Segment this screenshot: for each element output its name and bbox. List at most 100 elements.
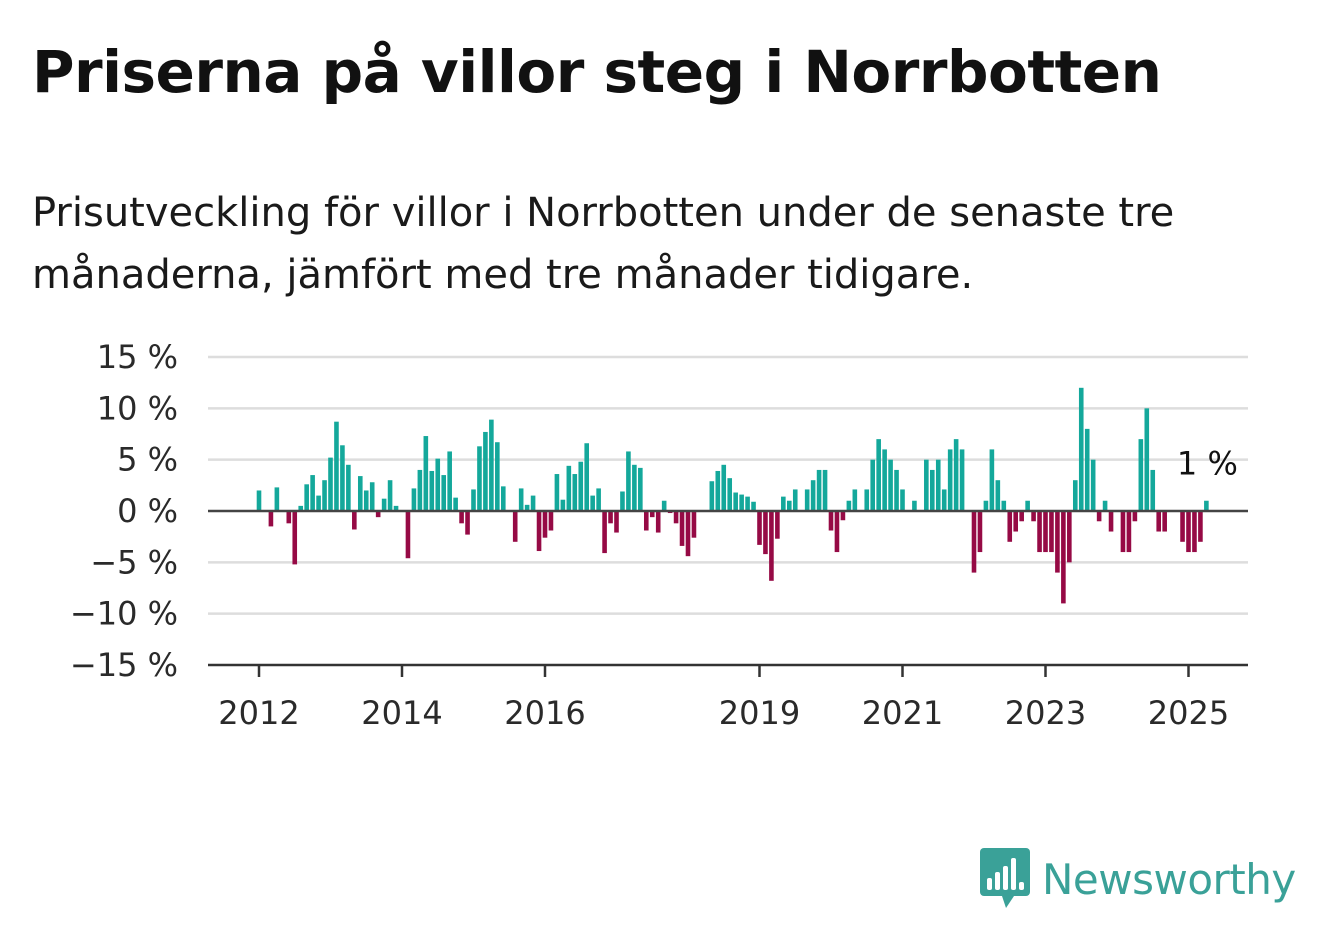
bar	[548, 511, 554, 531]
bar	[268, 511, 274, 527]
bar	[602, 511, 607, 554]
bar	[1090, 459, 1096, 511]
bar	[1025, 500, 1030, 511]
bar	[590, 495, 595, 511]
bar	[1061, 511, 1066, 604]
x-tick-label: 2023	[1005, 694, 1086, 732]
newsworthy-logo: Newsworthy	[980, 848, 1296, 910]
bar	[1186, 511, 1191, 553]
axis-labels: 15 % 10 % 5 % 0 % −5 % −10 % −15 % 2012 2014 2016…	[70, 338, 1229, 732]
bar	[489, 419, 494, 511]
bar	[846, 500, 852, 511]
bar	[751, 501, 756, 511]
bar	[655, 511, 661, 533]
bar	[1096, 511, 1102, 522]
y-tick-label: 0 %	[117, 492, 178, 530]
bar	[673, 511, 679, 524]
bar	[1150, 469, 1156, 511]
x-tick-label: 2012	[218, 694, 299, 732]
last-value-annotation: 1 %	[1177, 445, 1238, 483]
bar	[977, 511, 983, 553]
bar	[1138, 439, 1144, 511]
bar	[620, 491, 625, 511]
axes	[208, 509, 1248, 677]
bar	[1067, 511, 1072, 563]
y-tick-label: 10 %	[97, 389, 178, 427]
bar	[929, 469, 935, 511]
bar	[691, 511, 697, 538]
bar	[614, 511, 619, 533]
bar	[745, 496, 750, 511]
bar	[578, 461, 584, 511]
bar	[769, 511, 774, 581]
y-tick-label: −15 %	[70, 646, 178, 684]
bar	[1084, 428, 1090, 511]
chart-subtitle: Prisutveckling för villor i Norrbotten u…	[32, 190, 1175, 298]
bars	[256, 387, 1209, 604]
bar	[1144, 408, 1150, 511]
bar	[596, 488, 601, 511]
bar	[781, 496, 786, 511]
bar	[334, 421, 339, 511]
newsworthy-logo-icon	[980, 848, 1030, 908]
bar	[1072, 480, 1078, 511]
bar	[757, 511, 762, 545]
bar	[512, 511, 518, 542]
bar	[840, 511, 846, 521]
bar	[828, 511, 834, 531]
bar	[477, 446, 482, 511]
bar	[304, 484, 309, 511]
chart-title: Priserna på villor steg i Norrbotten	[32, 38, 1162, 106]
bar	[530, 495, 536, 511]
bar	[1180, 511, 1185, 542]
bar	[983, 500, 989, 511]
bar	[1198, 511, 1203, 542]
bar	[661, 500, 667, 511]
bar	[626, 451, 631, 511]
bar	[1007, 511, 1013, 542]
bar	[495, 442, 500, 511]
bar	[357, 476, 363, 511]
y-tick-label: 5 %	[117, 441, 178, 479]
bar	[429, 470, 435, 511]
bar	[882, 449, 887, 511]
bar	[1013, 511, 1019, 532]
bar	[1055, 511, 1060, 573]
bar	[822, 469, 828, 511]
bar	[381, 498, 387, 511]
bar	[441, 475, 447, 511]
bar	[459, 511, 464, 524]
bar	[727, 478, 733, 511]
bar	[775, 511, 780, 539]
bar	[1126, 511, 1132, 553]
bar	[912, 500, 917, 511]
bar	[1037, 511, 1042, 553]
bar	[649, 511, 655, 518]
bar	[518, 488, 524, 511]
y-tick-label: −10 %	[70, 595, 178, 633]
bar	[554, 474, 560, 511]
bar	[804, 489, 810, 511]
bar	[632, 464, 637, 511]
bar	[542, 511, 548, 538]
bar	[274, 487, 280, 511]
bar	[417, 469, 423, 511]
bar	[816, 469, 822, 511]
bar	[465, 511, 470, 535]
x-tick-label: 2016	[504, 694, 585, 732]
bar	[1078, 387, 1084, 511]
bar	[947, 449, 953, 511]
bar	[876, 439, 881, 511]
bar	[888, 459, 893, 511]
bar	[1001, 500, 1007, 511]
y-tick-label: −5 %	[90, 543, 178, 581]
bar	[483, 431, 488, 511]
bar	[679, 511, 685, 546]
bar	[834, 511, 840, 553]
bar	[852, 489, 858, 511]
bar	[685, 511, 691, 557]
bar	[310, 475, 315, 511]
bar	[1156, 511, 1162, 532]
bar	[500, 486, 506, 511]
